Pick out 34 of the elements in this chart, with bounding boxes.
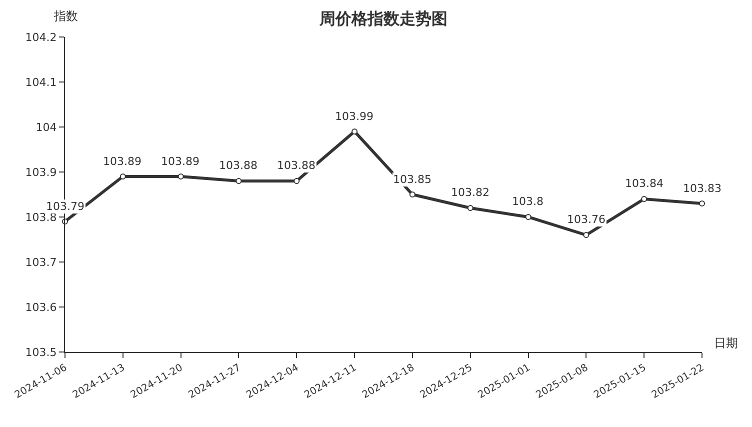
y-tick-label: 104.1 (25, 76, 57, 89)
data-label: 103.88 (277, 159, 316, 172)
point (120, 174, 126, 180)
y-axis-title: 指数 (53, 9, 78, 23)
data-label: 103.99 (335, 110, 374, 123)
data-label: 103.89 (103, 155, 142, 168)
point (178, 174, 184, 180)
y-tick-label: 104.2 (25, 30, 57, 44)
y-tick-label: 103.7 (25, 256, 57, 269)
x-axis-title: 日期 (714, 336, 738, 350)
y-tick-label: 103.5 (25, 346, 57, 359)
data-label: 103.83 (683, 182, 722, 195)
point (525, 214, 532, 220)
point (352, 128, 358, 134)
point (467, 205, 474, 211)
data-label: 103.89 (161, 155, 200, 168)
point (409, 192, 416, 198)
data-label: 103.82 (451, 186, 490, 199)
y-tick-label: 103.9 (25, 166, 57, 179)
point (699, 200, 705, 206)
data-label: 103.79 (46, 200, 84, 213)
data-label: 103.84 (625, 177, 664, 190)
y-tick-label: 104 (36, 120, 57, 134)
y-tick-label: 103.8 (25, 210, 57, 224)
chart-title: 周价格指数走势图 (318, 9, 448, 28)
y-tick-label: 103.6 (25, 300, 57, 314)
data-label: 103.85 (393, 173, 432, 186)
point (294, 178, 300, 184)
point (236, 178, 242, 184)
data-label: 103.88 (219, 159, 258, 172)
data-label: 103.76 (567, 213, 606, 226)
point (583, 232, 590, 238)
data-label: 103.8 (512, 195, 544, 208)
point (641, 196, 648, 202)
